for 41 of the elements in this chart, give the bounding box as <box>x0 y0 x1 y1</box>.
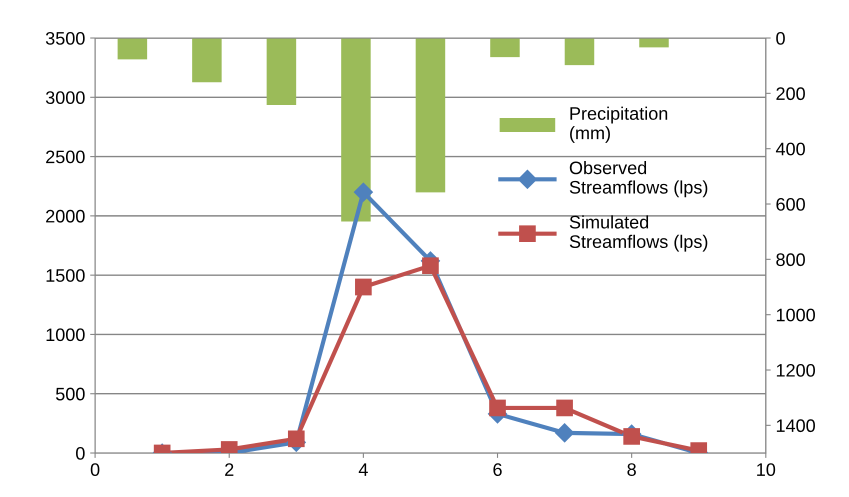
point <box>555 423 574 442</box>
point <box>623 428 640 445</box>
y-tick-label: 1500 <box>46 269 85 282</box>
y-tick-label: 3500 <box>46 32 85 45</box>
legend-label: Precipitation (mm) <box>570 106 668 143</box>
y-tick-label: 500 <box>56 388 85 400</box>
y-tick-label: 2000 <box>46 210 85 223</box>
bar <box>490 38 520 58</box>
bar <box>639 38 669 48</box>
y2-tick-label: 0 <box>776 32 785 45</box>
y-tick-label: 3000 <box>46 91 85 104</box>
y-tick-label: 1000 <box>46 328 85 342</box>
x-tick-label: 10 <box>757 463 776 476</box>
point <box>489 400 506 416</box>
y2-tick-label: 1000 <box>776 308 815 322</box>
bar <box>564 38 594 66</box>
y-tick-label: 2500 <box>46 150 85 164</box>
y2-tick-label: 1200 <box>776 364 815 377</box>
bar <box>416 38 446 192</box>
bar <box>341 38 371 222</box>
point <box>422 257 439 274</box>
x-tick-label: 2 <box>225 463 234 476</box>
point <box>288 430 305 448</box>
point <box>354 182 373 202</box>
y2-tick-label: 1400 <box>776 419 815 432</box>
point <box>556 400 573 416</box>
point <box>355 278 372 296</box>
x-tick-label: 8 <box>627 463 636 476</box>
legend-label: Observed Streamflows (lps) <box>570 160 708 198</box>
legend-label: Simulated Streamflows (lps) <box>570 215 708 252</box>
bar <box>192 38 222 82</box>
y2-tick-label: 600 <box>776 198 805 211</box>
x-tick-label: 6 <box>493 463 502 476</box>
x-tick-label: 0 <box>90 463 100 476</box>
y2-tick-label: 400 <box>776 142 805 156</box>
bar <box>118 38 148 60</box>
y2-tick-label: 200 <box>776 87 805 100</box>
bar <box>266 38 296 105</box>
x-tick-label: 4 <box>358 463 368 476</box>
y2-tick-label: 800 <box>776 253 805 266</box>
y-tick-label: 0 <box>76 446 85 460</box>
